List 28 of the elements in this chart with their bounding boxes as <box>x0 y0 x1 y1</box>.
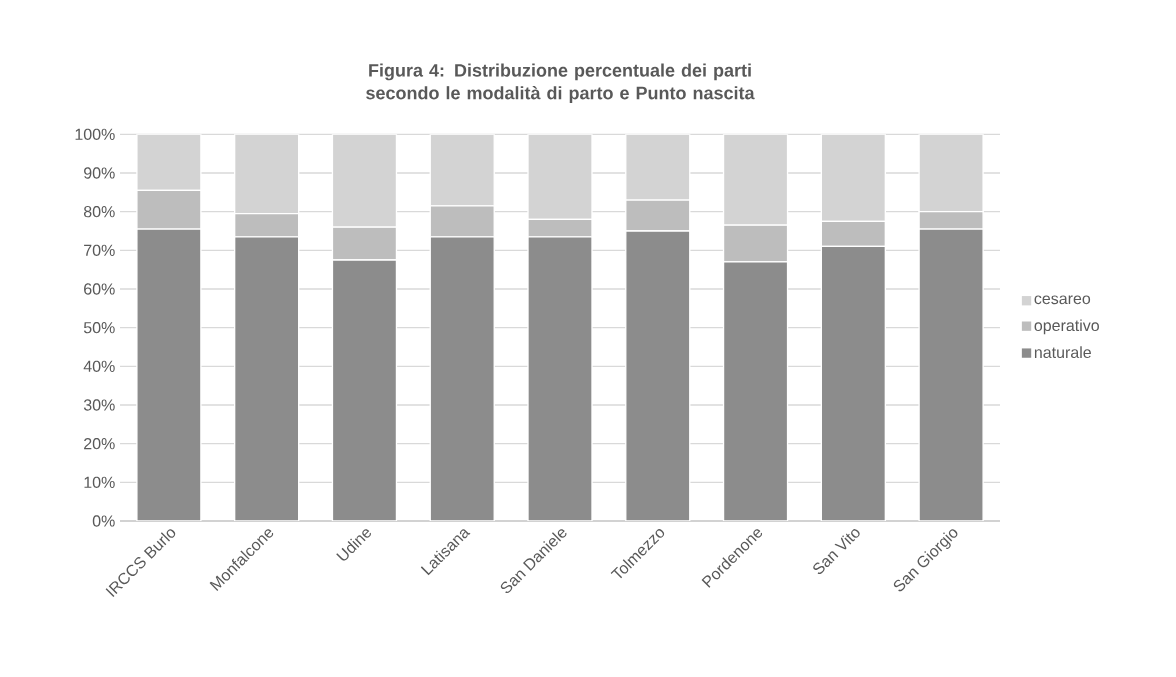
legend-label: naturale <box>1034 346 1091 359</box>
y-tick-label: 60% <box>84 283 115 295</box>
bar <box>527 236 593 521</box>
y-tick-label: 50% <box>83 322 115 334</box>
legend-label: cesareo <box>1034 295 1091 305</box>
bar <box>918 228 984 521</box>
bar <box>722 261 789 521</box>
bar <box>234 236 300 521</box>
bar <box>527 134 593 221</box>
y-tick-label: 0% <box>92 515 115 527</box>
y-tick-label: 70% <box>84 244 115 256</box>
bar <box>429 236 495 521</box>
bar <box>820 245 886 521</box>
x-tick-label: San Vito <box>813 529 860 575</box>
bar <box>625 230 691 521</box>
bar <box>331 259 398 521</box>
bar <box>918 134 984 213</box>
chart-title: Figura 4: Distribuzione percentuale dei parti secondo le modalità di parto e Punto nascita <box>366 63 755 103</box>
y-tick-label: 20% <box>84 438 115 450</box>
y-tick-label: 40% <box>83 360 115 372</box>
y-tick-label: 10% <box>84 476 115 488</box>
y-tick-label: 80% <box>83 206 115 218</box>
y-tick-label: 90% <box>84 167 115 179</box>
y-tick-label: 100% <box>75 128 115 140</box>
legend-label: operativo <box>1034 319 1099 335</box>
y-tick-label: 30% <box>83 399 115 411</box>
bar <box>136 228 202 521</box>
bar <box>136 134 202 192</box>
